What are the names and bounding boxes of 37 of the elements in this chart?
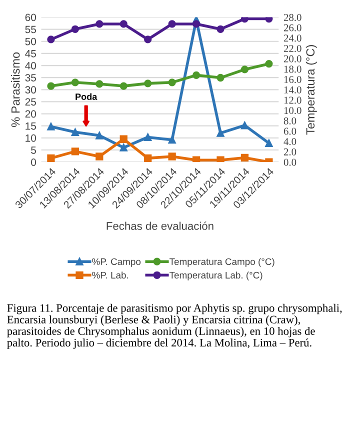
- y2-tick-label: 6.0: [284, 128, 296, 135]
- y-tick-label: 35: [25, 74, 36, 82]
- annotation: Poda: [76, 93, 98, 100]
- y-tick-label: 55: [25, 26, 36, 34]
- y2-tick-label: 2.0: [284, 148, 296, 156]
- y-tick-label: 60: [25, 14, 36, 22]
- y2-tick-label: 12.0: [284, 96, 302, 104]
- y2-tick-label: 16.0: [284, 76, 302, 84]
- y2-tick-label: 0.0: [284, 158, 296, 166]
- y-tick-label: 15: [26, 122, 36, 130]
- y-tick-label: 20: [25, 110, 36, 118]
- y-tick-label: 40: [25, 62, 36, 70]
- y-tick-label: 30: [25, 86, 36, 94]
- y-tick-label: 25: [25, 98, 36, 106]
- x-axis-title: Fechas de evaluación: [106, 222, 214, 230]
- y-tick-label: 50: [25, 38, 36, 46]
- y2-tick-label: 22.0: [284, 44, 302, 52]
- y-axis-title: % Parasitismo: [11, 52, 20, 127]
- y2-tick-label: 10.0: [284, 107, 302, 114]
- legend-label: %P. Campo: [92, 258, 141, 267]
- y2-tick-label: 24.0: [284, 34, 302, 42]
- y2-tick-label: 8.0: [284, 117, 296, 124]
- y-tick-label: 45: [25, 50, 36, 58]
- y-tick-label: 5: [31, 146, 36, 154]
- y2-tick-label: 28.0: [284, 14, 302, 21]
- legend-label: Temperatura Campo (°C): [170, 258, 274, 267]
- y2-tick-label: 20.0: [284, 55, 302, 62]
- y2-tick-label: 18.0: [284, 66, 302, 73]
- y-tick-label: 0: [31, 158, 36, 166]
- legend-label: Temperatura Lab. (°C): [170, 272, 262, 280]
- y2-tick-label: 4.0: [284, 138, 296, 146]
- text: Figura 11. Porcentaje de parasitismo por Aphytis sp. grupo chrysomphali, Encarsia lounsburyi (Berlese & Paoli) y Encarsia citrina (Craw), parasitoides de Chrysomphalus aonidum (Linnaeus), en 10 hojas de palto. Periodo julio – diciembre del 2014. La Molina, Lima – Perú.: [7, 304, 342, 349]
- y2-tick-label: 14.0: [284, 86, 302, 94]
- y-tick-label: 10: [26, 134, 36, 142]
- legend-label: %P. Lab.: [92, 272, 128, 279]
- y2-axis-title: Temperatura (°C): [306, 45, 317, 135]
- y2-tick-label: 26.0: [284, 24, 302, 32]
